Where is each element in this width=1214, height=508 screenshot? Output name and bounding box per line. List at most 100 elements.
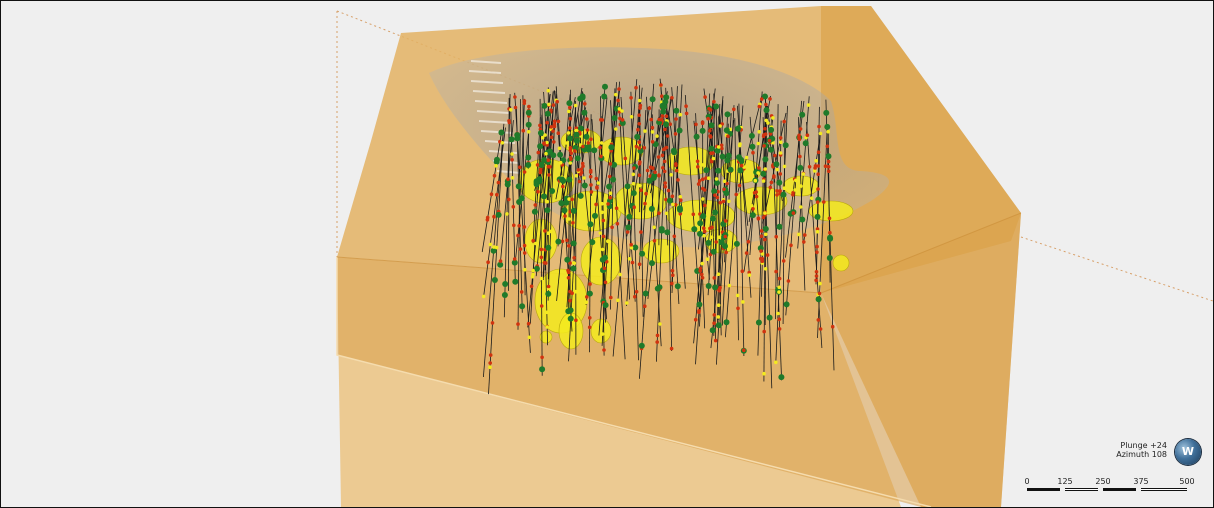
assay-marker <box>676 178 680 182</box>
assay-marker <box>566 270 571 275</box>
assay-marker <box>581 109 588 116</box>
assay-marker <box>495 211 502 218</box>
assay-marker <box>668 122 672 126</box>
assay-intervals[interactable] <box>481 83 835 381</box>
assay-marker <box>552 140 556 144</box>
assay-marker <box>533 203 538 207</box>
assay-marker <box>812 169 817 173</box>
assay-marker <box>581 182 588 189</box>
assay-marker <box>568 156 573 161</box>
assay-marker <box>602 83 608 90</box>
assay-marker <box>674 162 678 166</box>
assay-marker <box>564 141 569 145</box>
assay-marker <box>637 122 642 126</box>
assay-marker <box>634 144 639 149</box>
assay-marker <box>546 164 551 169</box>
assay-marker <box>727 283 732 288</box>
assay-marker <box>539 304 544 308</box>
assay-marker <box>815 250 819 254</box>
assay-marker <box>632 205 636 209</box>
assay-marker <box>616 98 620 103</box>
assay-marker <box>485 218 490 222</box>
assay-marker <box>494 164 498 168</box>
assay-marker <box>769 180 774 185</box>
assay-marker <box>757 166 761 170</box>
assay-marker <box>826 255 833 261</box>
assay-marker <box>700 261 705 266</box>
assay-marker <box>614 206 619 210</box>
assay-marker <box>529 284 534 289</box>
assay-marker <box>791 211 796 215</box>
scale-tick-label: 375 <box>1133 477 1149 486</box>
assay-marker <box>768 146 775 153</box>
assay-marker <box>634 133 641 140</box>
assay-marker <box>600 210 604 215</box>
assay-marker <box>658 227 665 234</box>
assay-marker <box>600 247 605 252</box>
drillhole-trace <box>646 96 662 347</box>
assay-marker <box>664 211 669 216</box>
assay-marker <box>763 237 767 242</box>
assay-marker <box>567 126 572 130</box>
assay-marker <box>798 154 802 159</box>
assay-marker <box>828 230 832 235</box>
assay-marker <box>488 242 493 247</box>
assay-marker <box>637 113 641 117</box>
assay-marker <box>629 96 633 100</box>
assay-marker <box>508 136 515 143</box>
assay-marker <box>488 361 493 365</box>
block-model-edges <box>336 257 932 507</box>
assay-marker <box>649 260 655 267</box>
assay-marker <box>511 205 516 209</box>
assay-marker <box>826 159 831 164</box>
assay-marker <box>723 319 730 326</box>
assay-marker <box>611 161 618 168</box>
assay-marker <box>671 202 675 207</box>
drillhole-trace <box>713 103 721 336</box>
assay-marker <box>614 92 618 97</box>
assay-marker <box>629 115 634 119</box>
assay-marker <box>806 103 811 107</box>
assay-marker <box>826 165 831 169</box>
assay-marker <box>585 117 589 121</box>
assay-marker <box>702 226 706 230</box>
assay-marker <box>702 188 707 192</box>
assay-marker <box>777 317 782 322</box>
assay-marker <box>490 247 497 254</box>
assay-marker <box>660 108 667 115</box>
assay-marker <box>700 121 705 126</box>
globe-icon[interactable]: W <box>1175 439 1201 465</box>
assay-marker <box>561 184 565 189</box>
assay-marker <box>673 202 678 207</box>
assay-marker <box>693 317 698 322</box>
assay-marker <box>816 150 821 154</box>
assay-marker <box>606 183 613 190</box>
drillhole-trace <box>737 95 763 193</box>
assay-marker <box>570 240 577 247</box>
assay-marker <box>574 289 578 294</box>
drillhole-trace <box>699 93 711 327</box>
assay-marker <box>610 176 617 183</box>
assay-marker <box>509 108 513 112</box>
assay-marker <box>724 157 731 164</box>
assay-marker <box>601 234 606 239</box>
assay-marker <box>747 273 752 277</box>
scale-segment <box>1103 488 1136 491</box>
assay-marker <box>507 197 511 202</box>
assay-marker <box>549 125 553 129</box>
assay-marker <box>700 163 705 167</box>
assay-marker <box>632 244 639 251</box>
assay-marker <box>762 371 766 376</box>
assay-marker <box>678 212 683 216</box>
assay-marker <box>549 135 554 139</box>
assay-marker <box>602 254 608 261</box>
assay-marker <box>494 245 499 250</box>
assay-marker <box>620 118 625 122</box>
drillhole-trace <box>562 107 587 199</box>
assay-marker <box>540 135 545 140</box>
assay-marker <box>662 98 669 105</box>
orebody-solid <box>539 330 553 344</box>
assay-marker <box>732 107 736 112</box>
